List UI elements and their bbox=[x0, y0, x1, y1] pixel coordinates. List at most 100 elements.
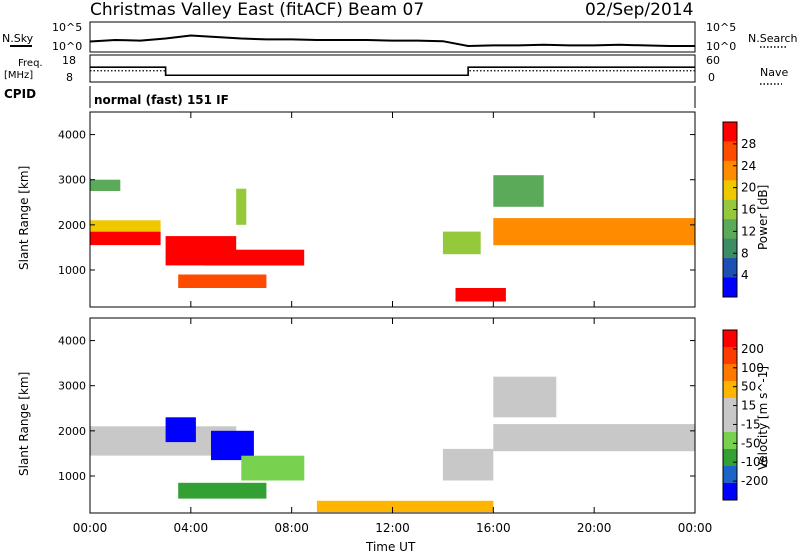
nsky-tick-low: 10^0 bbox=[52, 40, 82, 53]
colorbar-segment bbox=[723, 398, 737, 416]
nsearch-label: N.Search bbox=[748, 32, 798, 45]
colorbar-tick-label: 8 bbox=[741, 246, 749, 260]
nsky-tick-high: 10^5 bbox=[52, 21, 82, 34]
colorbar-segment bbox=[723, 160, 737, 181]
scatter-region bbox=[493, 218, 695, 246]
freq-tick-high: 18 bbox=[62, 54, 76, 67]
colorbar-tick-label: 12 bbox=[741, 224, 756, 238]
scatter-region bbox=[236, 188, 247, 225]
scatter-region bbox=[241, 455, 305, 481]
scatter-region bbox=[90, 220, 161, 232]
x-axis-label: Time UT bbox=[365, 540, 416, 554]
power-y-axis: 1000 2000 3000 4000 bbox=[58, 129, 695, 277]
y-tick-label: 2000 bbox=[58, 425, 86, 438]
x-tick-label: 04:00 bbox=[174, 521, 209, 535]
colorbar-segment bbox=[723, 199, 737, 220]
colorbar-segment bbox=[723, 347, 737, 365]
noise-strip-frame bbox=[89, 21, 696, 53]
colorbar-tick-label: 100 bbox=[741, 361, 764, 375]
x-tick-label: 08:00 bbox=[274, 521, 309, 535]
scatter-region bbox=[90, 231, 161, 246]
x-tick-label: 00:00 bbox=[678, 521, 713, 535]
colorbar-tick-label: 24 bbox=[741, 159, 756, 173]
nsearch-tick-high: 10^5 bbox=[706, 21, 736, 34]
y-tick-label: 1000 bbox=[58, 470, 86, 483]
scatter-region bbox=[90, 179, 121, 191]
scatter-region bbox=[455, 288, 506, 302]
colorbar-tick-label: 28 bbox=[741, 137, 756, 151]
x-tick-label: 16:00 bbox=[476, 521, 511, 535]
y-tick-label: 3000 bbox=[58, 174, 86, 187]
scatter-region bbox=[316, 500, 494, 513]
scatter-region bbox=[211, 430, 254, 461]
colorbar-segment bbox=[723, 466, 737, 484]
colorbar-segment bbox=[723, 219, 737, 240]
colorbar-tick-label: 4 bbox=[741, 268, 749, 282]
colorbar-tick-label: -50 bbox=[741, 436, 761, 450]
colorbar-tick-label: 15 bbox=[741, 399, 756, 413]
nave-tick-high: 60 bbox=[706, 54, 720, 67]
colorbar-tick-label: 20 bbox=[741, 181, 756, 195]
colorbar-segment bbox=[723, 141, 737, 162]
colorbar-tick-label: 50 bbox=[741, 380, 756, 394]
freq-label: Freq. bbox=[18, 58, 43, 69]
colorbar-segment bbox=[723, 238, 737, 259]
scatter-region bbox=[442, 448, 494, 481]
cpid-label: CPID bbox=[4, 87, 36, 101]
colorbar-tick-label: -15 bbox=[741, 417, 761, 431]
colorbar-tick-label: 200 bbox=[741, 342, 764, 356]
x-tick-label: 20:00 bbox=[577, 521, 612, 535]
colorbar-segment bbox=[723, 330, 737, 348]
power-y-axis-label: Slant Range [km] bbox=[17, 166, 31, 270]
cpid-value: normal (fast) 151 IF bbox=[94, 93, 229, 107]
nsky-line bbox=[89, 34, 695, 48]
colorbar-segment bbox=[723, 483, 737, 501]
scatter-region bbox=[442, 231, 481, 255]
scatter-region bbox=[493, 376, 557, 418]
x-tick-label: 00:00 bbox=[73, 521, 108, 535]
y-tick-label: 1000 bbox=[58, 264, 86, 277]
frequency-strip-frame bbox=[89, 54, 696, 83]
nave-line bbox=[90, 70, 695, 76]
power-heatmap bbox=[90, 175, 695, 302]
colorbar-segment bbox=[723, 449, 737, 467]
y-tick-label: 2000 bbox=[58, 219, 86, 232]
y-tick-label: 4000 bbox=[58, 129, 86, 142]
scatter-region bbox=[178, 274, 267, 288]
plot-title: Christmas Valley East (fitACF) bbox=[90, 0, 343, 20]
nave-tick-low: 0 bbox=[708, 71, 715, 84]
freq-unit-label: [MHz] bbox=[4, 70, 33, 81]
colorbar-frame bbox=[722, 329, 738, 501]
colorbar-segment bbox=[723, 432, 737, 450]
power-colorbar-label: Power [dB] bbox=[756, 185, 770, 250]
scatter-region bbox=[493, 424, 695, 452]
scatter-region bbox=[203, 249, 305, 266]
y-tick-label: 4000 bbox=[58, 335, 86, 348]
colorbar-segment bbox=[723, 277, 737, 298]
colorbar-segment bbox=[723, 180, 737, 201]
freq-tick-low: 8 bbox=[66, 71, 73, 84]
nave-label: Nave bbox=[760, 66, 788, 79]
colorbar-segment bbox=[723, 258, 737, 279]
frequency-series bbox=[90, 66, 695, 77]
power-colorbar: 28 24 20 16 12 8 4 bbox=[722, 121, 756, 298]
nsearch-tick-low: 10^0 bbox=[706, 40, 736, 53]
beam-label: Beam 07 bbox=[348, 0, 424, 20]
colorbar-segment bbox=[723, 364, 737, 382]
scatter-region bbox=[165, 417, 196, 443]
x-axis: 00:00 04:00 08:00 12:00 16:00 20:00 00:00 bbox=[73, 112, 713, 535]
freq-line bbox=[90, 66, 695, 77]
nsky-label: N.Sky bbox=[2, 32, 34, 45]
scatter-region bbox=[178, 482, 267, 499]
colorbar-segment bbox=[723, 415, 737, 433]
colorbar-tick-label: -100 bbox=[741, 455, 768, 469]
noise-series bbox=[89, 34, 695, 48]
x-tick-label: 12:00 bbox=[375, 521, 410, 535]
velocity-y-axis: 1000 2000 3000 4000 bbox=[58, 335, 695, 483]
velocity-heatmap bbox=[90, 376, 695, 513]
colorbar-segment bbox=[723, 122, 737, 142]
y-tick-label: 3000 bbox=[58, 380, 86, 393]
colorbar-tick-label: 16 bbox=[741, 203, 756, 217]
velocity-colorbar-label: Velocity [m s^-1] bbox=[756, 366, 770, 470]
